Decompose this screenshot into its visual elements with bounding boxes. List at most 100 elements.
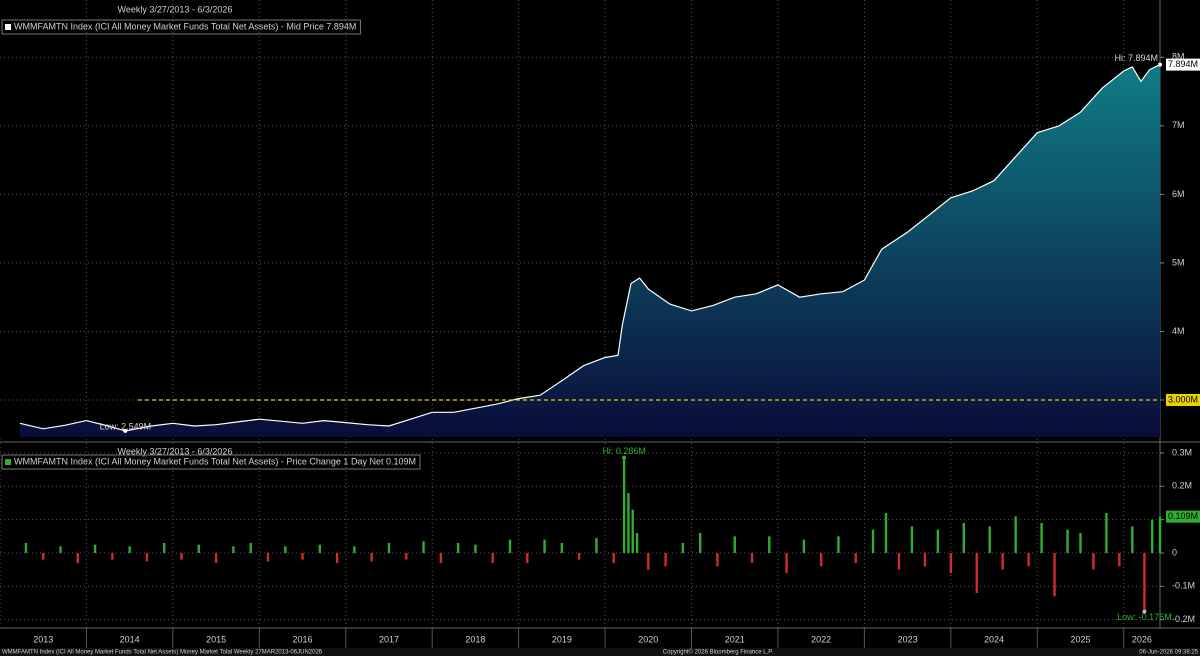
bar <box>456 543 460 553</box>
bar <box>128 546 131 553</box>
y-tick-label: 8M <box>1172 52 1185 62</box>
last-value-box <box>1166 58 1200 71</box>
area-fill <box>19 64 1161 437</box>
bar <box>988 526 991 553</box>
bar <box>370 553 373 562</box>
low-marker <box>123 428 128 433</box>
bar <box>163 543 166 553</box>
x-tick-label: 2020 <box>638 634 658 644</box>
bar <box>1040 523 1043 553</box>
bar <box>249 543 252 553</box>
bar <box>1158 516 1162 553</box>
bar <box>962 523 965 553</box>
bar <box>647 553 650 570</box>
bar <box>405 553 408 560</box>
bar <box>1053 553 1056 597</box>
bar <box>1014 516 1017 553</box>
x-tick-label: 2017 <box>379 634 399 644</box>
bar <box>577 553 581 560</box>
bar <box>353 546 356 553</box>
legend-box <box>1 19 361 35</box>
bar <box>622 457 626 553</box>
bar <box>76 553 79 563</box>
bar <box>910 526 914 553</box>
last-value-label: 0.109M <box>1168 511 1198 521</box>
x-tick-label: 2021 <box>725 634 745 644</box>
bar <box>266 553 270 562</box>
bar <box>1131 526 1134 553</box>
bar <box>612 553 615 563</box>
x-tick-label: 2015 <box>206 634 226 644</box>
x-tick-label: 2019 <box>552 634 572 644</box>
bar <box>560 543 564 553</box>
bar <box>884 513 888 553</box>
x-tick-label: 2023 <box>898 634 918 644</box>
bar <box>1118 553 1121 567</box>
bar <box>631 509 634 553</box>
low-label: Low: 2.549M <box>100 421 152 431</box>
bar <box>93 544 97 553</box>
bar <box>422 541 425 553</box>
last-value-box <box>1166 510 1200 523</box>
bar <box>1066 529 1069 553</box>
high-marker <box>1158 62 1162 67</box>
bar <box>750 553 754 563</box>
bar <box>1151 519 1154 553</box>
legend-swatch <box>5 459 11 465</box>
bar <box>1105 513 1108 553</box>
footer-left: WMMFAMTN Index (ICI All Money Market Fun… <box>2 650 323 656</box>
legend-label: WMMFAMTN Index (ICI All Money Market Fun… <box>14 21 356 31</box>
x-tick-label: 2022 <box>811 634 831 644</box>
bar <box>768 536 771 553</box>
high-label: Hi: 0.286M <box>602 446 646 456</box>
bar <box>785 553 788 573</box>
bar <box>42 553 45 560</box>
y-tick-label: 7M <box>1172 120 1185 130</box>
x-tick-label: 2025 <box>1070 634 1090 644</box>
bar <box>439 553 443 563</box>
bar <box>387 543 391 553</box>
x-tick-label: 2018 <box>465 634 485 644</box>
bar <box>24 543 28 553</box>
bar <box>716 553 719 567</box>
bar <box>232 546 235 553</box>
x-tick-label: 2014 <box>120 634 140 644</box>
bar <box>301 553 304 560</box>
bar <box>975 553 978 593</box>
bar <box>145 553 149 562</box>
y-tick-label: -0.1M <box>1172 581 1195 591</box>
y-tick-label: 0.3M <box>1172 447 1192 457</box>
last-value-label: 7.894M <box>1168 59 1198 69</box>
y-tick-label: 0 <box>1172 547 1177 557</box>
bar <box>627 493 630 553</box>
high-marker <box>622 455 627 460</box>
bar <box>681 543 685 553</box>
bar <box>854 553 857 563</box>
bar <box>543 539 546 553</box>
bar <box>819 553 823 567</box>
y-tick-label: 0.2M <box>1172 481 1192 491</box>
low-marker <box>1142 609 1147 614</box>
bar <box>180 553 183 560</box>
reference-label: 3.000M <box>1168 394 1198 404</box>
bar <box>1027 553 1030 567</box>
bar <box>1143 553 1146 612</box>
x-tick-label: 2026 <box>1132 634 1152 644</box>
bar <box>491 553 494 563</box>
low-label: Low: -0.176M <box>1117 612 1172 622</box>
bar <box>111 553 114 560</box>
bar <box>837 536 840 553</box>
bar <box>474 544 477 553</box>
bar <box>802 539 806 553</box>
bar <box>949 553 953 573</box>
footer-bar <box>0 648 1200 656</box>
high-label: Hi: 7.894M <box>1114 53 1158 63</box>
y-tick-label: 4M <box>1172 326 1185 336</box>
bar <box>526 553 529 563</box>
bar <box>1079 533 1082 553</box>
bar <box>595 538 598 553</box>
bar <box>284 546 287 553</box>
chart-subtitle: Weekly 3/27/2013 - 6/3/2026 <box>118 446 233 456</box>
chart-subtitle: Weekly 3/27/2013 - 6/3/2026 <box>118 4 233 14</box>
